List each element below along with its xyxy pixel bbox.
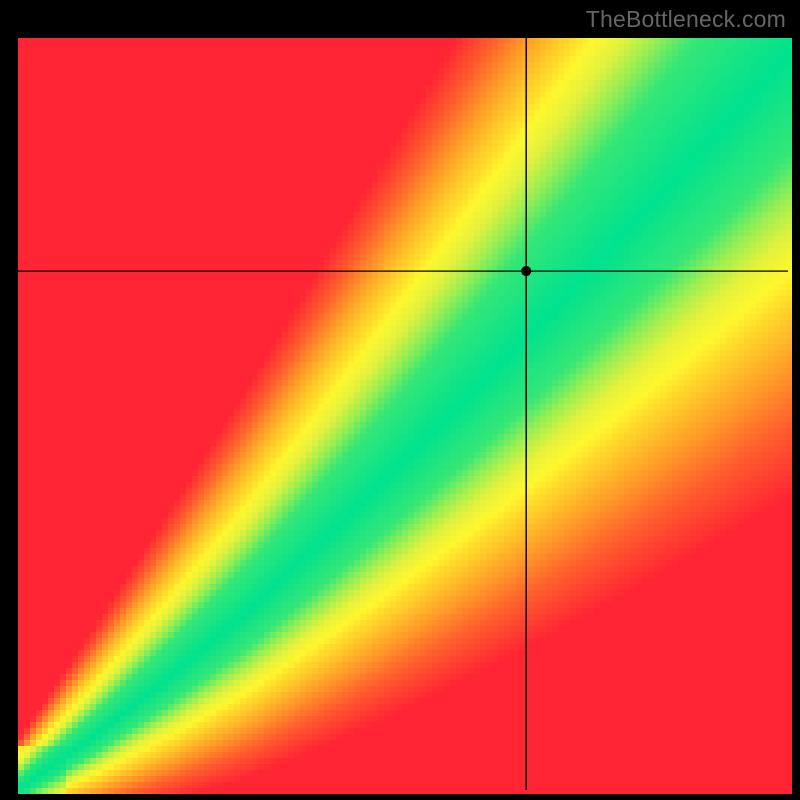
bottleneck-heatmap-canvas bbox=[0, 0, 800, 800]
watermark-text: TheBottleneck.com bbox=[586, 6, 786, 33]
heatmap-figure: TheBottleneck.com bbox=[0, 0, 800, 800]
